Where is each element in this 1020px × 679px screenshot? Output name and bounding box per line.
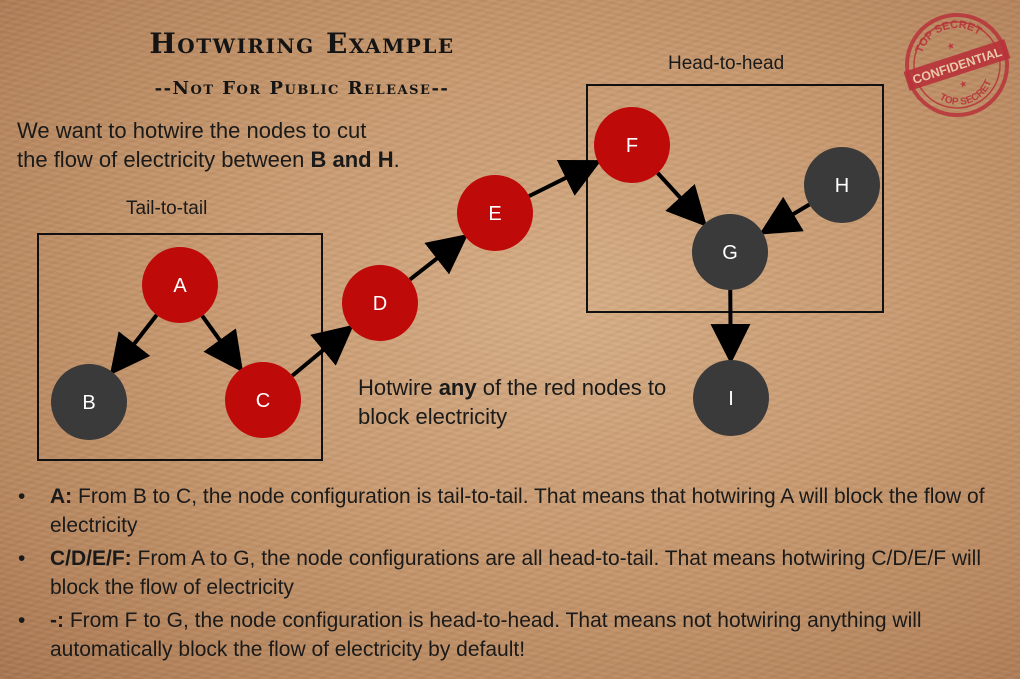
svg-text:★: ★ — [945, 40, 956, 52]
node-label: H — [835, 175, 849, 197]
hint-bold: any — [438, 375, 477, 400]
bullet-text: From F to G, the node configuration is h… — [50, 609, 922, 661]
node-h: H — [804, 147, 880, 223]
svg-text:★: ★ — [958, 78, 969, 90]
bullet-bold: C/D/E/F: — [50, 547, 132, 570]
node-label: D — [373, 293, 387, 315]
page-title: Hotwiring Example — [149, 27, 455, 60]
list-item: • -: From F to G, the node configuration … — [14, 606, 1014, 664]
bullet-dot: • — [18, 547, 26, 570]
explanation-list: • A: From B to C, the node configuration … — [14, 482, 1014, 668]
page-subtitle: --Not For Public Release-- — [154, 78, 450, 99]
list-item: • A: From B to C, the node configuration … — [14, 482, 1014, 540]
node-label: F — [626, 135, 638, 157]
node-circle — [457, 175, 533, 251]
list-item: • C/D/E/F: From A to G, the node configur… — [14, 544, 1014, 602]
hint-text: Hotwire any of the red nodes to block el… — [358, 373, 678, 431]
hint-prefix: Hotwire — [358, 375, 439, 400]
node-circle — [342, 265, 418, 341]
edge-a-c — [200, 314, 244, 373]
bullet-text: From A to G, the node configurations are… — [50, 547, 982, 599]
tail-to-tail-label: Tail-to-tail — [126, 198, 208, 219]
intro-line-1: We want to hotwire the nodes to cut — [17, 118, 367, 143]
hint-suffix: of the red nodes to block electricity — [358, 375, 667, 429]
node-b: B — [51, 364, 127, 440]
edge-e-f — [528, 159, 602, 198]
head-to-head-box — [586, 84, 884, 313]
intro-line-2-prefix: the flow of electricity between — [17, 147, 311, 172]
node-e: E — [457, 175, 533, 251]
node-i: I — [693, 360, 769, 436]
edge-f-g — [656, 171, 708, 227]
edge-h-g — [759, 196, 811, 235]
node-circle — [804, 147, 880, 223]
bullet-dot: • — [18, 485, 26, 508]
node-circle — [594, 107, 670, 183]
edge-a-b — [109, 313, 159, 376]
node-label: B — [82, 392, 95, 414]
edge-c-d — [290, 324, 354, 378]
bullet-bold: A: — [50, 485, 73, 508]
node-g: G — [692, 214, 768, 290]
node-label: G — [722, 242, 738, 264]
node-d: D — [342, 265, 418, 341]
head-to-head-label: Head-to-head — [668, 53, 785, 74]
node-f: F — [594, 107, 670, 183]
edge-d-e — [408, 233, 469, 282]
node-circle — [51, 364, 127, 440]
bullet-bold: -: — [50, 609, 64, 632]
intro-line-2-suffix: . — [393, 147, 400, 172]
node-circle — [225, 362, 301, 438]
node-label: A — [173, 275, 187, 297]
node-circle — [142, 247, 218, 323]
node-c: C — [225, 362, 301, 438]
node-a: A — [142, 247, 218, 323]
intro-text: We want to hotwire the nodes to cut the … — [17, 116, 577, 174]
node-circle — [693, 360, 769, 436]
intro-line-2-bold: B and H — [310, 147, 394, 172]
node-label: E — [488, 203, 501, 225]
bullet-dot: • — [18, 609, 26, 632]
confidential-stamp-icon: TOP SECRET CONFIDENTIAL TOP SECRET ★ ★ — [903, 10, 1011, 117]
node-label: C — [256, 390, 270, 412]
intro-line-2: the flow of electricity between B and H. — [17, 145, 577, 174]
node-label: I — [728, 388, 734, 410]
bullet-text: From B to C, the node configuration is t… — [50, 485, 985, 537]
node-circle — [692, 214, 768, 290]
